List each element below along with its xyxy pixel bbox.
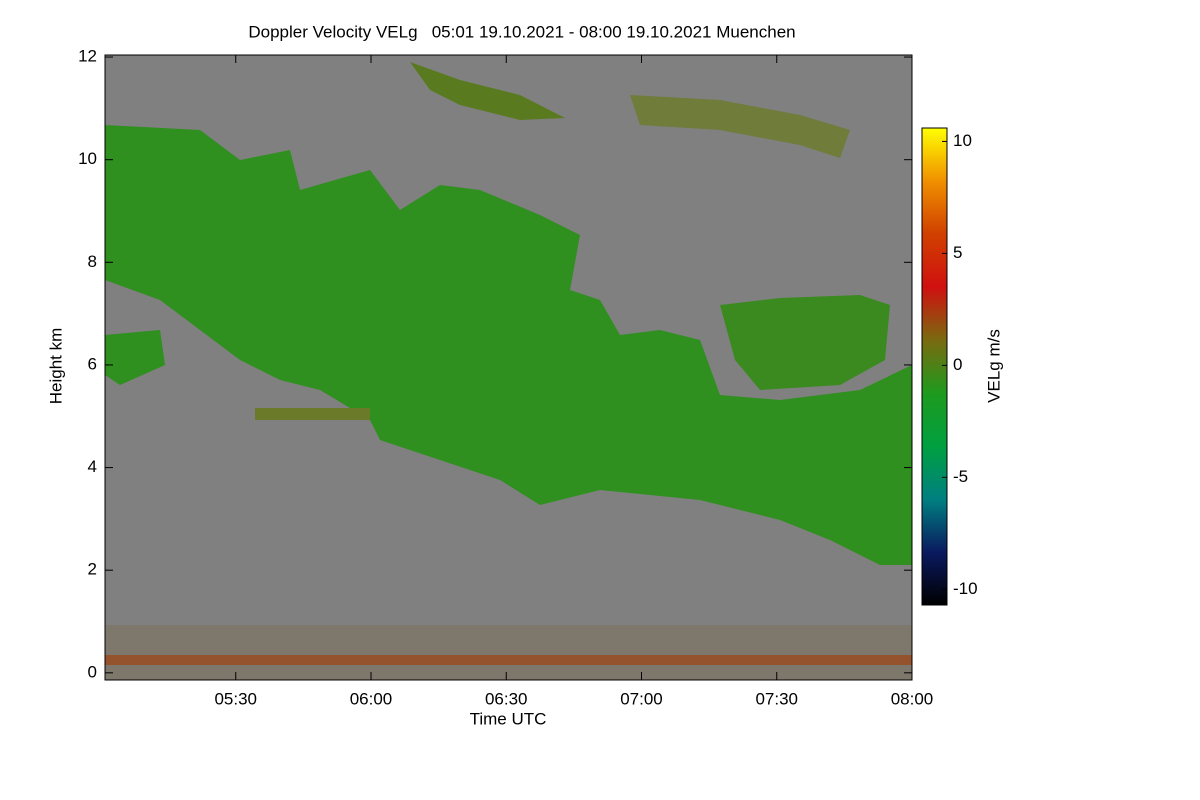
y-axis-label: Height km xyxy=(46,328,65,405)
x-tick-label: 07:00 xyxy=(620,689,663,708)
cloud-patch xyxy=(720,295,890,390)
y-tick-label: 12 xyxy=(78,47,97,66)
y-tick-label: 6 xyxy=(88,354,97,373)
thin-layer xyxy=(255,408,370,420)
colorbar-tick-label: 5 xyxy=(953,243,962,262)
x-tick-label: 07:30 xyxy=(755,689,798,708)
colorbar-tick-label: -10 xyxy=(953,579,978,598)
y-tick-label: 10 xyxy=(78,149,97,168)
y-tick-label: 8 xyxy=(88,252,97,271)
cloud-patch xyxy=(105,330,165,385)
y-tick-label: 4 xyxy=(88,457,97,476)
colorbar-tick-label: 0 xyxy=(953,355,962,374)
x-tick-label: 05:30 xyxy=(214,689,257,708)
y-tick-label: 0 xyxy=(88,662,97,681)
x-tick-label: 08:00 xyxy=(891,689,934,708)
y-tick-label: 2 xyxy=(88,560,97,579)
colorbar xyxy=(921,127,948,606)
cloud-patch xyxy=(630,95,850,158)
colorbar-tick-label: -5 xyxy=(953,467,968,486)
colorbar-tick-label: 10 xyxy=(953,131,972,150)
cloud-patch xyxy=(410,62,565,120)
x-tick-label: 06:30 xyxy=(485,689,528,708)
boundary-layer xyxy=(105,625,912,680)
echo-field xyxy=(105,62,912,680)
cloud-layer xyxy=(105,125,912,565)
plot-frame xyxy=(104,54,913,681)
chart-title: Doppler Velocity VELg 05:01 19.10.2021 -… xyxy=(248,22,795,41)
colorbar-label: VELg m/s xyxy=(984,329,1003,403)
x-tick-label: 06:00 xyxy=(350,689,393,708)
x-axis-label: Time UTC xyxy=(470,709,547,728)
boundary-layer xyxy=(105,655,912,665)
